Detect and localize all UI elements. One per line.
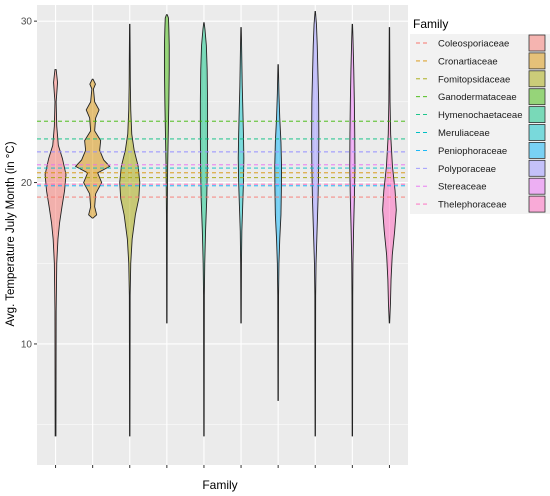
legend-label: Ganodermataceae — [438, 92, 517, 103]
legend-title: Family — [413, 17, 448, 31]
legend-swatch — [528, 177, 546, 195]
legend-label: Fomitopsidaceae — [438, 74, 510, 85]
legend-label: Stereaceae — [438, 182, 487, 193]
panel-background — [37, 5, 408, 465]
y-tick-label: 10 — [21, 339, 33, 350]
legend-swatch — [528, 52, 546, 70]
legend-swatch — [528, 70, 546, 88]
violin-peniophoraceae — [274, 64, 283, 401]
y-tick-label: 30 — [21, 17, 33, 28]
legend: Family Coleosporiaceae Cronartiaceae Fomit… — [410, 17, 550, 214]
legend-label: Cronartiaceae — [438, 56, 498, 67]
legend-label: Meruliaceae — [438, 128, 490, 139]
violin-meruliaceae — [237, 27, 245, 324]
legend-label: Coleosporiaceae — [438, 39, 509, 50]
violin-fomitopsidaceae — [119, 23, 141, 437]
x-axis-title: Family — [202, 478, 237, 492]
legend-swatch — [528, 141, 546, 159]
violin-polyporaceae — [311, 11, 320, 437]
legend-swatch — [528, 34, 546, 52]
violin-ganodermataceae — [163, 14, 170, 324]
legend-label: Polyporaceae — [438, 164, 496, 175]
y-tick-label: 20 — [21, 178, 33, 189]
violin-stereaceae — [349, 23, 356, 437]
violin-coleosporiaceae — [44, 69, 67, 437]
legend-swatch — [528, 88, 546, 106]
legend-label: Hymenochaetaceae — [438, 110, 523, 121]
legend-swatch — [528, 159, 546, 177]
violin-hymenochaetaceae — [199, 22, 209, 437]
legend-label: Thelephoraceae — [438, 200, 507, 211]
violin-thelephoraceae — [382, 27, 397, 324]
legend-swatch — [528, 106, 546, 123]
legend-label: Peniophoraceae — [438, 146, 507, 157]
legend-line-key-background — [410, 34, 550, 214]
y-axis-title: Avg. Temperature July Month (in °C) — [5, 141, 17, 326]
plot-panel — [37, 5, 408, 465]
legend-swatch — [528, 195, 546, 213]
y-axis: 10 20 30 — [21, 17, 37, 350]
violin-cronartiaceae — [74, 78, 111, 219]
legend-swatch — [528, 124, 546, 141]
x-axis — [55, 465, 390, 468]
